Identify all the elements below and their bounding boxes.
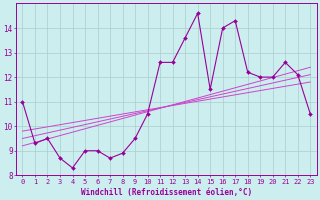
X-axis label: Windchill (Refroidissement éolien,°C): Windchill (Refroidissement éolien,°C) [81,188,252,197]
